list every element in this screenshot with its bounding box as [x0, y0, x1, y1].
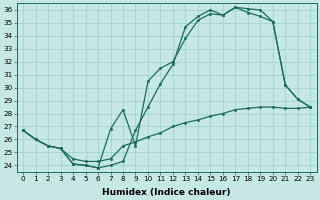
X-axis label: Humidex (Indice chaleur): Humidex (Indice chaleur)	[102, 188, 231, 197]
